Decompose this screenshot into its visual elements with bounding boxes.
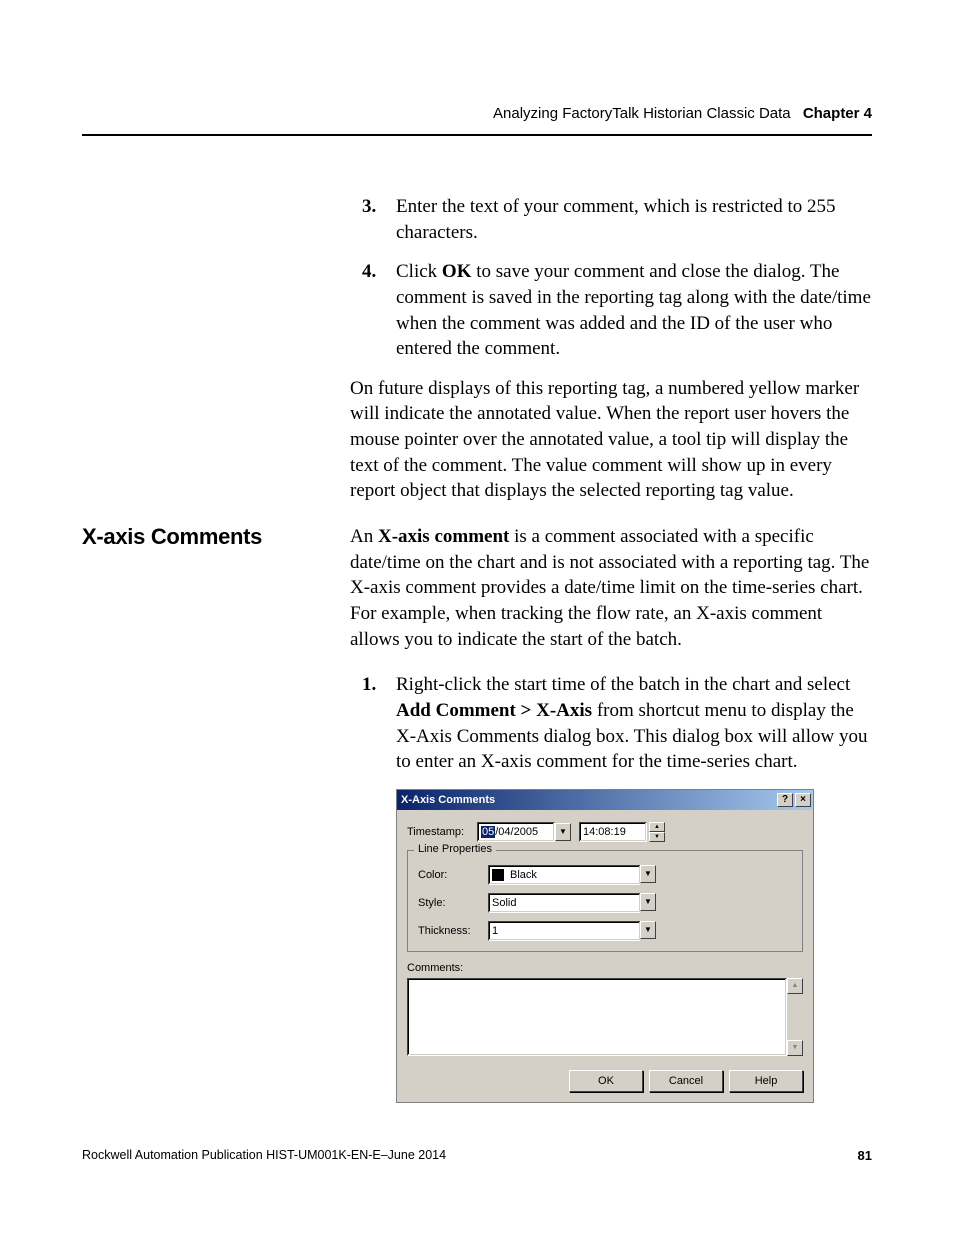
chevron-down-icon[interactable]: ▼ <box>640 865 656 883</box>
scrollbar[interactable]: ▲ ▼ <box>787 978 803 1056</box>
list-item: 1. Right-click the start time of the bat… <box>350 672 872 775</box>
step-text: Right-click the start time of the batch … <box>396 672 872 775</box>
step-number: 1. <box>362 672 396 775</box>
time-field[interactable]: 14:08:19 <box>579 822 647 842</box>
list-item: 3. Enter the text of your comment, which… <box>350 194 872 245</box>
line-properties-group: Line Properties Color: Black ▼ Style: So <box>407 850 803 952</box>
comments-textarea[interactable] <box>407 978 787 1056</box>
spin-up-icon[interactable]: ▲ <box>649 822 665 832</box>
thickness-combo[interactable]: 1 ▼ <box>488 921 656 941</box>
dialog-titlebar: X-Axis Comments ? × <box>397 790 813 810</box>
xaxis-intro: An X-axis comment is a comment associate… <box>350 524 872 652</box>
color-combo[interactable]: Black ▼ <box>488 865 656 885</box>
step-number: 3. <box>362 194 396 245</box>
spin-down-icon[interactable]: ▼ <box>649 832 665 842</box>
section-heading-xaxis: X-axis Comments <box>82 524 332 550</box>
chevron-down-icon[interactable]: ▼ <box>640 893 656 911</box>
future-displays-paragraph: On future displays of this reporting tag… <box>350 376 872 504</box>
time-spinner[interactable]: ▲ ▼ <box>649 822 665 842</box>
dialog-title: X-Axis Comments <box>401 794 775 806</box>
date-field[interactable]: 05/04/2005 <box>477 822 555 842</box>
ok-button[interactable]: OK <box>569 1070 643 1092</box>
list-item: 4. Click OK to save your comment and clo… <box>350 259 872 362</box>
publication-info: Rockwell Automation Publication HIST-UM0… <box>82 1148 446 1163</box>
step-text: Enter the text of your comment, which is… <box>396 194 872 245</box>
timestamp-label: Timestamp: <box>407 826 477 838</box>
close-icon[interactable]: × <box>795 793 811 807</box>
step-text: Click OK to save your comment and close … <box>396 259 872 362</box>
scroll-up-icon[interactable]: ▲ <box>787 978 803 994</box>
style-combo[interactable]: Solid ▼ <box>488 893 656 913</box>
date-dropdown-button[interactable]: ▼ <box>555 823 571 841</box>
help-button[interactable]: Help <box>729 1070 803 1092</box>
line-properties-legend: Line Properties <box>414 843 496 855</box>
comments-label: Comments: <box>407 962 477 974</box>
step-number: 4. <box>362 259 396 362</box>
page-footer: Rockwell Automation Publication HIST-UM0… <box>82 1148 872 1163</box>
help-icon[interactable]: ? <box>777 793 793 807</box>
steps-list-xaxis: 1. Right-click the start time of the bat… <box>350 672 872 775</box>
steps-list-top: 3. Enter the text of your comment, which… <box>350 194 872 362</box>
chevron-down-icon[interactable]: ▼ <box>640 921 656 939</box>
header-title: Analyzing FactoryTalk Historian Classic … <box>493 105 791 122</box>
xaxis-comments-dialog: X-Axis Comments ? × Timestamp: 05/04/200… <box>396 789 814 1103</box>
header-chapter: Chapter 4 <box>803 105 872 122</box>
timestamp-row: Timestamp: 05/04/2005 ▼ 14:08:19 ▲ ▼ <box>407 822 803 842</box>
thickness-label: Thickness: <box>418 925 488 937</box>
scroll-down-icon[interactable]: ▼ <box>787 1040 803 1056</box>
page-number: 81 <box>858 1148 872 1163</box>
style-label: Style: <box>418 897 488 909</box>
page-header: Analyzing FactoryTalk Historian Classic … <box>82 105 872 136</box>
cancel-button[interactable]: Cancel <box>649 1070 723 1092</box>
color-label: Color: <box>418 869 488 881</box>
color-swatch-icon <box>492 869 504 881</box>
